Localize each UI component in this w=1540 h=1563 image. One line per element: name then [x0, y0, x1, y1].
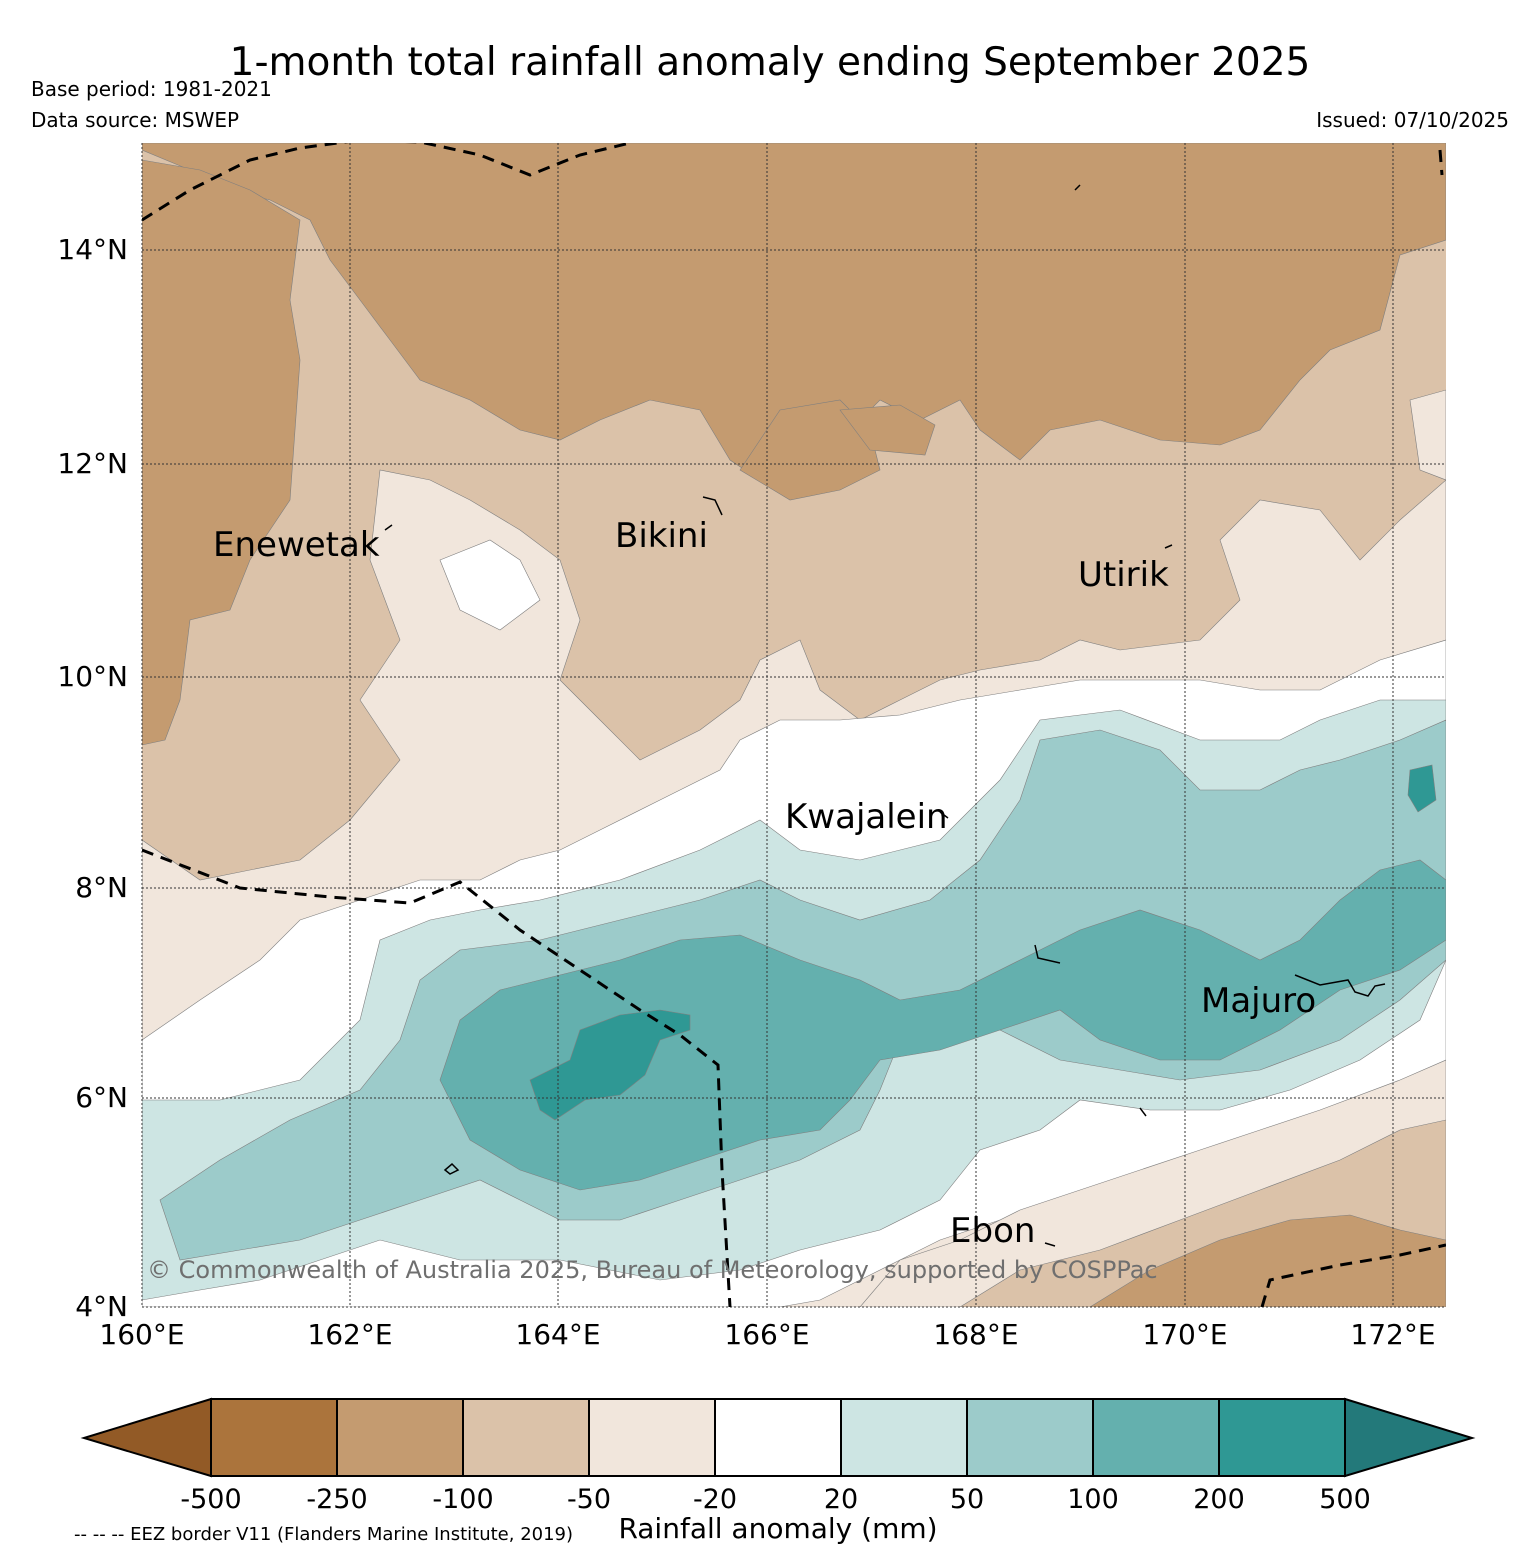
colorbar-tick: 200 [1193, 1484, 1245, 1515]
colorbar-swatch [840, 1398, 968, 1477]
lon-label-162e: 162°E [307, 1318, 392, 1351]
colorbar-tick: 100 [1067, 1484, 1119, 1515]
place-label-utirik: Utirik [1078, 555, 1169, 595]
colorbar-tick: -50 [567, 1484, 611, 1515]
place-label-enewetak: Enewetak [213, 525, 380, 565]
atoll-utirik [1164, 544, 1173, 549]
lat-label-6n: 6°N [75, 1081, 128, 1114]
colorbar-swatch [714, 1398, 842, 1477]
colorbar-tick: -20 [693, 1484, 737, 1515]
field-wet-band-4 [529, 1009, 691, 1121]
atoll-kwajalein [939, 811, 949, 819]
atoll-outlines [384, 184, 1386, 1247]
copyright-notice: © Commonwealth of Australia 2025, Bureau… [147, 1256, 1158, 1284]
atoll-bikini [702, 496, 723, 516]
colorbar [80, 1397, 1476, 1478]
field-near-normal-islet [439, 539, 541, 631]
lat-label-14n: 14°N [57, 233, 128, 266]
atoll-enewetak [384, 524, 393, 531]
issued-date: Issued: 07/10/2025 [1316, 108, 1509, 132]
lon-label-160e: 160°E [99, 1318, 184, 1351]
colorbar-tick: 50 [950, 1484, 984, 1515]
anomaly-field [142, 143, 1446, 1307]
eez-border-northeast [1438, 149, 1444, 176]
field-wet-band-4b [1407, 764, 1437, 813]
lat-label-12n: 12°N [57, 447, 128, 480]
lat-label-8n: 8°N [75, 871, 128, 904]
place-label-bikini: Bikini [615, 516, 708, 556]
atoll-ebon [1044, 1242, 1056, 1247]
data-source-note: Data source: MSWEP [31, 108, 240, 132]
map-title: 1-month total rainfall anomaly ending Se… [229, 40, 1311, 85]
colorbar-tick: -500 [180, 1484, 241, 1515]
colorbar-swatch [336, 1398, 464, 1477]
atoll-arno [1034, 944, 1061, 964]
colorbar-tick: -250 [306, 1484, 367, 1515]
eez-border-note: -- -- -- EEZ border V11 (Flanders Marine… [74, 1524, 573, 1545]
colorbar-label: Rainfall anomaly (mm) [618, 1512, 937, 1545]
colorbar-swatch [462, 1398, 590, 1477]
lon-label-168e: 168°E [933, 1318, 1018, 1351]
graticule [141, 143, 1446, 1308]
colorbar-swatch [210, 1398, 338, 1477]
place-label-ebon: Ebon [950, 1211, 1035, 1251]
lon-label-170e: 170°E [1142, 1318, 1227, 1351]
field-light-dry-ne [1409, 389, 1446, 481]
colorbar-swatch [966, 1398, 1094, 1477]
atoll-bokak [1074, 184, 1081, 191]
field-dry-patch-2 [839, 404, 936, 456]
atoll-ujae [443, 1162, 460, 1175]
place-label-kwajalein: Kwajalein [785, 797, 948, 837]
field-dry-west [142, 159, 301, 746]
field-dry-south [1089, 1214, 1446, 1307]
colorbar-extend-high [1344, 1397, 1476, 1478]
lat-label-10n: 10°N [57, 660, 128, 693]
colorbar-tick: 20 [824, 1484, 858, 1515]
field-wet-band-3 [439, 859, 1446, 1191]
colorbar-extend-low [80, 1397, 212, 1478]
colorbar-swatch [1092, 1398, 1220, 1477]
eez-borders [142, 143, 1446, 1307]
colorbar-tick: -100 [432, 1484, 493, 1515]
lon-label-166e: 166°E [724, 1318, 809, 1351]
colorbar-swatch [1218, 1398, 1346, 1477]
base-period-note: Base period: 1981-2021 [31, 77, 272, 101]
lat-label-4n: 4°N [75, 1290, 128, 1323]
atoll-majuro [1294, 974, 1386, 997]
colorbar-tick: 500 [1319, 1484, 1371, 1515]
place-label-majuro: Majuro [1201, 981, 1316, 1021]
eez-border-central [142, 848, 732, 1307]
atoll-jaluit [1139, 1107, 1147, 1117]
eez-border-north [142, 143, 631, 222]
lon-label-164e: 164°E [515, 1318, 600, 1351]
colorbar-swatch [588, 1398, 716, 1477]
lon-label-172e: 172°E [1350, 1318, 1435, 1351]
